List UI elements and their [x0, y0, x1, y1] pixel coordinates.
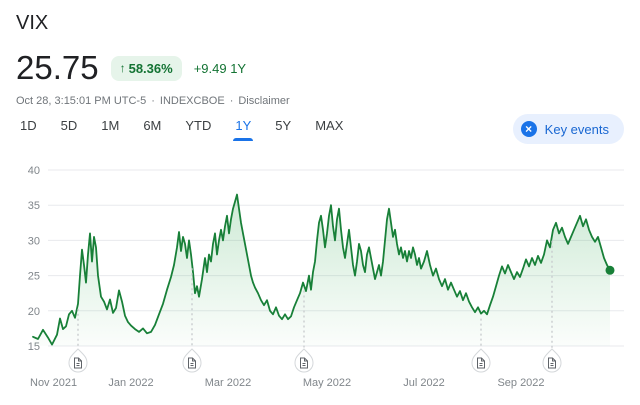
- key-event-marker[interactable]: [542, 240, 562, 373]
- quote-header: VIX 25.75 ↑ 58.36% +9.49 1Y Oct 28, 3:15…: [0, 0, 640, 108]
- document-icon: [477, 357, 485, 369]
- tab-5d[interactable]: 5D: [49, 110, 90, 148]
- tab-ytd[interactable]: YTD: [173, 110, 223, 148]
- current-price-dot: [605, 265, 615, 275]
- tab-max[interactable]: MAX: [303, 110, 355, 148]
- quote-timestamp: Oct 28, 3:15:01 PM UTC-5: [16, 95, 147, 107]
- tab-1y[interactable]: 1Y: [223, 110, 263, 148]
- tab-1m[interactable]: 1M: [89, 110, 131, 148]
- percent-change-badge: ↑ 58.36%: [110, 55, 182, 81]
- absolute-change: +9.49 1Y: [193, 60, 247, 76]
- x-axis-labels: Nov 2021 Jan 2022 Mar 2022 May 2022 Jul 2022…: [30, 377, 545, 389]
- tab-5y[interactable]: 5Y: [263, 110, 303, 148]
- exchange-name: INDEXCBOE: [159, 95, 225, 107]
- document-icon: [74, 357, 82, 369]
- dismiss-circle-icon[interactable]: ×: [520, 121, 537, 137]
- svg-text:Nov 2021: Nov 2021: [30, 377, 77, 389]
- key-event-marker[interactable]: [294, 290, 314, 373]
- tab-6m[interactable]: 6M: [131, 110, 173, 148]
- percent-change-value: 58.36%: [128, 60, 173, 76]
- meta-separator: ·: [151, 95, 155, 107]
- ticker-title: VIX: [16, 12, 49, 34]
- meta-separator: ·: [229, 95, 234, 107]
- document-icon: [300, 357, 308, 369]
- svg-text:35: 35: [28, 200, 40, 212]
- price-line: [32, 193, 611, 346]
- svg-text:30: 30: [28, 235, 40, 247]
- key-events-label: Key events: [544, 121, 609, 137]
- svg-text:25: 25: [28, 271, 40, 283]
- document-icon: [188, 357, 196, 369]
- tab-1d[interactable]: 1D: [8, 110, 49, 148]
- key-events-button[interactable]: × Key events: [512, 114, 624, 144]
- svg-text:May 2022: May 2022: [303, 377, 351, 389]
- svg-text:Jul 2022: Jul 2022: [403, 377, 445, 389]
- svg-text:40: 40: [28, 165, 40, 177]
- disclaimer-link[interactable]: Disclaimer: [238, 95, 290, 107]
- arrow-up-icon: ↑: [119, 61, 126, 75]
- current-price: 25.75: [16, 49, 99, 86]
- price-row: 25.75 ↑ 58.36% +9.49 1Y: [16, 48, 624, 88]
- svg-text:Sep 2022: Sep 2022: [497, 377, 544, 389]
- chart-controls: 1D 5D 1M 6M YTD 1Y 5Y MAX × Key events: [0, 110, 640, 148]
- chart-area: 15 20 25 30 35 40 Nov 2021 Jan 2022 Mar 2022 May …: [0, 148, 640, 400]
- price-area: [33, 194, 610, 346]
- key-event-marker[interactable]: [68, 308, 88, 373]
- document-icon: [548, 357, 556, 369]
- key-event-marker[interactable]: [471, 318, 491, 373]
- svg-text:20: 20: [28, 306, 40, 318]
- svg-text:Jan 2022: Jan 2022: [108, 377, 153, 389]
- quote-meta: Oct 28, 3:15:01 PM UTC-5 · INDEXCBOE · D…: [16, 94, 624, 108]
- range-tabs: 1D 5D 1M 6M YTD 1Y 5Y MAX: [8, 110, 355, 148]
- key-event-marker[interactable]: [182, 268, 202, 373]
- svg-text:Mar 2022: Mar 2022: [205, 377, 251, 389]
